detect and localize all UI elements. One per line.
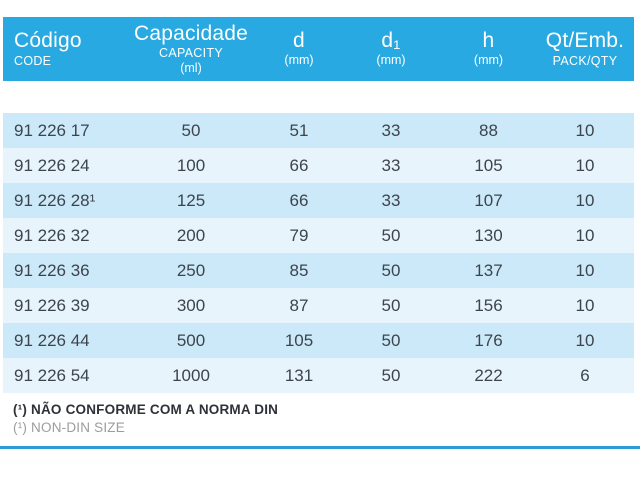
table-cell: 107 bbox=[474, 190, 503, 210]
table-cell: 10 bbox=[575, 260, 595, 280]
header-qt-emb-label: Qt/Emb. bbox=[545, 28, 625, 52]
table-cell: 91 226 36 bbox=[14, 260, 90, 280]
table-cell: 66 bbox=[289, 190, 309, 210]
table-cell: 131 bbox=[284, 365, 314, 385]
table-cell: 66 bbox=[289, 155, 309, 175]
table-cell: 91 226 44 bbox=[14, 330, 90, 350]
table-cell: 87 bbox=[289, 295, 309, 315]
table-cell: 105 bbox=[474, 155, 503, 175]
table-cell: 105 bbox=[284, 330, 314, 350]
table-row: 91 226 44 500 105 50 176 10 bbox=[3, 323, 634, 358]
header-h-unit: (mm) bbox=[473, 53, 504, 68]
table-cell: 33 bbox=[381, 120, 401, 140]
table-header: Código CODE Capacidade CAPACITY (ml) d (… bbox=[3, 17, 634, 81]
table-cell: 50 bbox=[381, 260, 401, 280]
table-cell: 85 bbox=[289, 260, 309, 280]
table-cell: 88 bbox=[479, 120, 498, 140]
header-d1-unit: (mm) bbox=[376, 53, 406, 68]
table-cell: 137 bbox=[474, 260, 503, 280]
table-cell: 176 bbox=[474, 330, 503, 350]
table-cell: 300 bbox=[176, 295, 206, 315]
table-row: 91 226 54 1000 131 50 222 6 bbox=[3, 358, 634, 393]
header-cell-codigo: Código CODE bbox=[3, 17, 125, 81]
table-cell: 50 bbox=[381, 330, 401, 350]
table-cell: 10 bbox=[575, 330, 595, 350]
header-h-label: h bbox=[482, 29, 495, 53]
table-cell: 250 bbox=[176, 260, 206, 280]
table-cell: 10 bbox=[575, 120, 595, 140]
header-cell-d: d (mm) bbox=[257, 17, 341, 81]
bottom-divider-rule bbox=[0, 446, 640, 449]
table-cell: 50 bbox=[381, 365, 401, 385]
table-cell: 91 226 32 bbox=[14, 225, 90, 245]
table-row: 91 226 24 100 66 33 105 10 bbox=[3, 148, 634, 183]
header-d-unit: (mm) bbox=[284, 53, 314, 68]
table-cell: 6 bbox=[580, 365, 590, 385]
table-cell: 33 bbox=[381, 190, 401, 210]
table-row: 91 226 17 50 51 33 88 10 bbox=[3, 113, 634, 148]
table-cell: 100 bbox=[176, 155, 206, 175]
table-row: 91 226 28¹ 125 66 33 107 10 bbox=[3, 183, 634, 218]
table-cell: 10 bbox=[575, 225, 595, 245]
table-cell: 91 226 17 bbox=[14, 120, 90, 140]
table-cell: 222 bbox=[474, 365, 503, 385]
table-cell: 51 bbox=[289, 120, 309, 140]
table-row: 91 226 32 200 79 50 130 10 bbox=[3, 218, 634, 253]
header-cell-qt-emb: Qt/Emb. PACK/QTY bbox=[536, 17, 634, 81]
header-cell-d1: d₁ (mm) bbox=[341, 17, 441, 81]
footnote-non-din-pt: (¹) NÃO CONFORME COM A NORMA DIN bbox=[13, 402, 279, 417]
header-d1-label: d₁ bbox=[381, 29, 401, 53]
table-cell: 10 bbox=[575, 190, 595, 210]
table-cell: 125 bbox=[176, 190, 206, 210]
table-cell: 79 bbox=[289, 225, 309, 245]
header-codigo-label: Código bbox=[14, 28, 82, 52]
table-cell: 156 bbox=[474, 295, 503, 315]
table-row: 91 226 36 250 85 50 137 10 bbox=[3, 253, 634, 288]
table-cell: 33 bbox=[381, 155, 401, 175]
table-cell: 10 bbox=[575, 295, 595, 315]
table-cell: 91 226 28¹ bbox=[14, 190, 96, 210]
footnotes: (¹) NÃO CONFORME COM A NORMA DIN (¹) NON… bbox=[13, 401, 278, 437]
table-cell: 200 bbox=[176, 225, 206, 245]
table-cell: 1000 bbox=[172, 365, 210, 385]
table-cell: 50 bbox=[381, 295, 401, 315]
table-body: 91 226 17 50 51 33 88 10 91 226 24 100 66 33 105 10… bbox=[3, 113, 634, 393]
header-cell-h: h (mm) bbox=[441, 17, 536, 81]
table-cell: 91 226 24 bbox=[14, 155, 90, 175]
header-qt-emb-sublabel: PACK/QTY bbox=[552, 53, 618, 68]
table-cell: 91 226 54 bbox=[14, 365, 90, 385]
table-cell: 130 bbox=[474, 225, 503, 245]
header-capacidade-sublabel: CAPACITY bbox=[159, 46, 223, 61]
header-capacidade-label: Capacidade bbox=[133, 21, 249, 45]
header-capacidade-unit: (ml) bbox=[180, 60, 202, 75]
table-cell: 50 bbox=[181, 120, 201, 140]
header-codigo-sublabel: CODE bbox=[14, 53, 52, 68]
table-cell: 91 226 39 bbox=[14, 295, 90, 315]
table-cell: 500 bbox=[176, 330, 206, 350]
header-d-label: d bbox=[293, 29, 305, 53]
table-cell: 50 bbox=[381, 225, 401, 245]
table-cell: 10 bbox=[575, 155, 595, 175]
footnote-non-din-en: (¹) NON-DIN SIZE bbox=[13, 419, 125, 435]
table-row: 91 226 39 300 87 50 156 10 bbox=[3, 288, 634, 323]
header-cell-capacidade: Capacidade CAPACITY (ml) bbox=[125, 17, 257, 81]
